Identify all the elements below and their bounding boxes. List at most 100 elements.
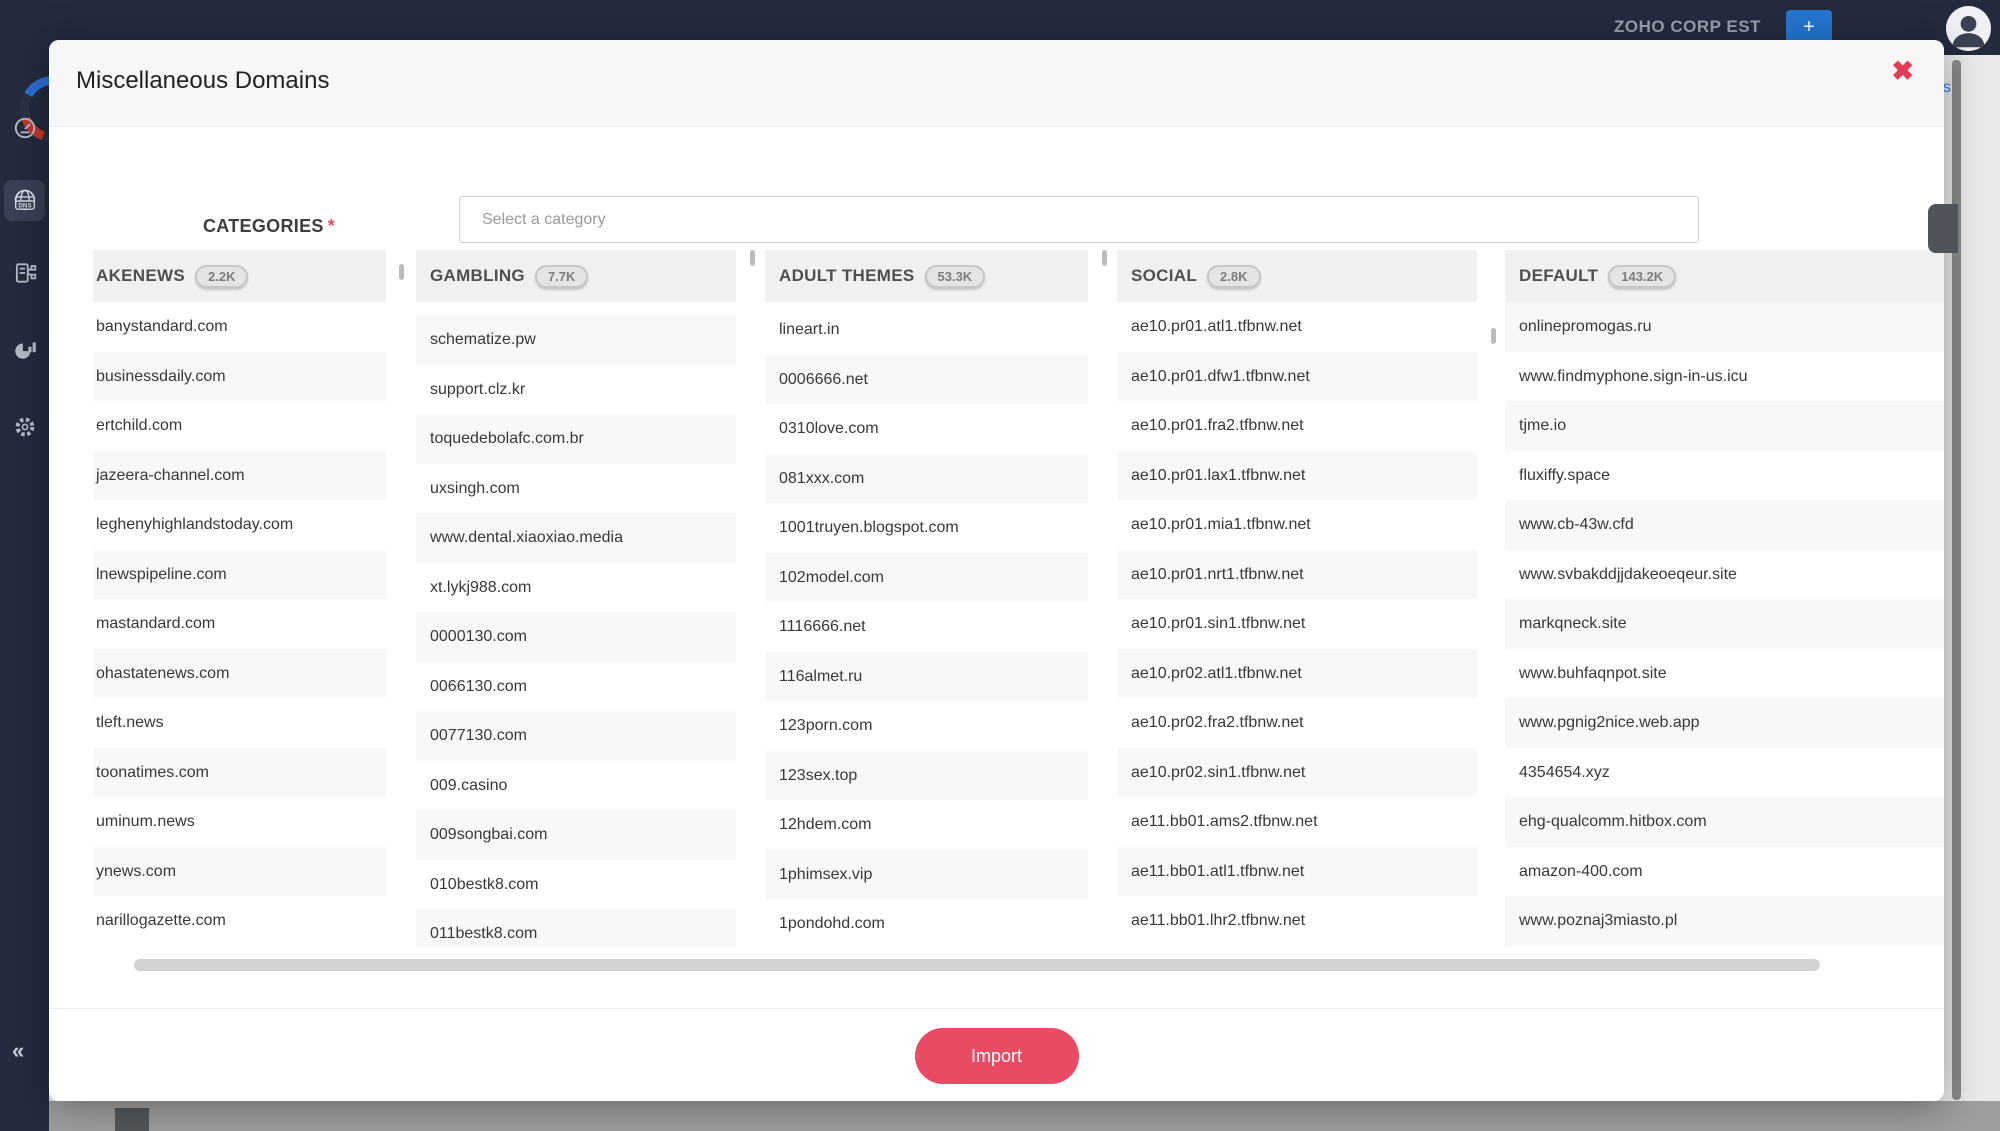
modal-header: Miscellaneous Domains ✖ (49, 40, 1944, 127)
domain-item: www.findmyphone.sign-in-us.icu (1505, 351, 1944, 401)
miscellaneous-domains-modal: Miscellaneous Domains ✖ CATEGORIES* AKEN… (49, 40, 1944, 1101)
close-icon[interactable]: ✖ (1891, 56, 1914, 86)
svg-text:DNS: DNS (18, 202, 31, 209)
domain-item: ae10.pr01.nrt1.tfbnw.net (1117, 549, 1477, 599)
domain-item: 116almet.ru (765, 651, 1088, 701)
category-column: SOCIAL 2.8K ae10.pr01.atl1.tfbnw.net ae10… (1117, 250, 1477, 947)
column-scrollbar-thumb[interactable] (399, 264, 404, 280)
domain-item: ae10.pr01.sin1.tfbnw.net (1117, 599, 1477, 649)
user-avatar[interactable] (1946, 6, 1991, 51)
domain-item: lineart.in (765, 305, 1088, 355)
domain-item: 0310love.com (765, 404, 1088, 454)
horizontal-scrollbar-thumb[interactable] (134, 959, 1820, 971)
domain-item: jazeera-channel.com (93, 450, 386, 500)
categories-label: CATEGORIES * (203, 216, 335, 236)
category-header: SOCIAL 2.8K (1117, 250, 1477, 302)
domain-item: 1pondohd.com (765, 899, 1088, 947)
domain-item: tjme.io (1505, 401, 1944, 451)
dns-globe-icon: DNS (11, 187, 39, 215)
sidebar-item-analytics[interactable] (6, 331, 43, 368)
settings-tools-icon (12, 414, 38, 440)
category-name: GAMBLING (430, 266, 525, 285)
category-column: DEFAULT 143.2K onlinepromogas.ru www.find… (1505, 250, 1944, 947)
domain-item: ertchild.com (93, 401, 386, 451)
domain-item: ae10.pr01.dfw1.tfbnw.net (1117, 351, 1477, 401)
domain-item: leghenyhighlandstoday.com (93, 500, 386, 550)
domain-list: banystandard.com businessdaily.com ertchil… (93, 302, 386, 946)
domain-item: 0000130.com (416, 612, 736, 662)
domain-item: amazon-400.com (1505, 846, 1944, 896)
domain-item: ae11.bb01.lhr2.tfbnw.net (1117, 896, 1477, 946)
category-column: AKENEWS 2.2K banystandard.com businessdai… (93, 250, 386, 947)
domain-columns-area: AKENEWS 2.2K banystandard.com businessdai… (93, 250, 1944, 947)
domain-item: schematize.pw (416, 315, 736, 365)
required-marker: * (327, 216, 335, 236)
domain-item: onlinepromogas.ru (1505, 302, 1944, 352)
sidebar-item-reports[interactable] (6, 254, 43, 291)
column-scrollbar-thumb[interactable] (1102, 250, 1107, 266)
sidebar-item-dashboard[interactable] (6, 109, 43, 146)
add-button[interactable]: + (1786, 10, 1832, 45)
domain-item: mastandard.com (93, 599, 386, 649)
domain-item: 123porn.com (765, 701, 1088, 751)
domain-item: markqneck.site (1505, 599, 1944, 649)
column-scrollbar-thumb[interactable] (750, 250, 755, 266)
domain-item: 123sex.top (765, 750, 1088, 800)
domain-item: 0077130.com (416, 711, 736, 761)
organization-label: ZOHO CORP EST (1614, 17, 1761, 36)
import-button[interactable]: Import (914, 1028, 1079, 1084)
domain-item: 010bestk8.com (416, 859, 736, 909)
category-name: DEFAULT (1519, 266, 1599, 285)
page-bottom-strip (49, 1101, 2000, 1131)
sidebar-item-settings[interactable] (6, 408, 43, 445)
domain-item: 102model.com (765, 552, 1088, 602)
domain-item: 4354654.xyz (1505, 747, 1944, 797)
domain-item: ae10.pr01.atl1.tfbnw.net (1117, 302, 1477, 352)
domain-item: banystandard.com (93, 302, 386, 352)
domain-item: www.svbakddjjdakeoeqeur.site (1505, 549, 1944, 599)
domain-item: 0006666.net (765, 354, 1088, 404)
category-count-badge: 2.8K (1207, 264, 1261, 288)
domain-item: uminum.news (93, 797, 386, 847)
domain-item: ae10.pr01.mia1.tfbnw.net (1117, 500, 1477, 550)
domain-item: 011bestk8.com (416, 909, 736, 947)
analytics-icon (12, 337, 38, 363)
category-count-badge: 143.2K (1608, 264, 1677, 288)
category-header: ADULT THEMES 53.3K (765, 250, 1088, 302)
category-select-input[interactable] (459, 196, 1699, 243)
domain-item: 081xxx.com (765, 453, 1088, 503)
dashboard-gauge-icon (12, 115, 38, 141)
domain-item: xt.lykj988.com (416, 562, 736, 612)
domain-item: ae10.pr02.sin1.tfbnw.net (1117, 747, 1477, 797)
category-column: ADULT THEMES 53.3K lineart.in 0006666.net… (765, 250, 1088, 947)
domain-item: lnewspipeline.com (93, 549, 386, 599)
category-count-badge: 2.2K (195, 264, 249, 288)
domain-item: 1116666.net (765, 602, 1088, 652)
domain-item: ae10.pr01.fra2.tfbnw.net (1117, 401, 1477, 451)
domain-item: 1phimsex.vip (765, 849, 1088, 899)
right-edge-panel-button[interactable] (1928, 204, 1958, 253)
domain-item: www.pgnig2nice.web.app (1505, 698, 1944, 748)
sidebar-item-dns[interactable]: DNS (4, 180, 45, 221)
user-avatar-icon (1946, 6, 1991, 51)
domain-item: ae11.bb01.atl1.tfbnw.net (1117, 846, 1477, 896)
category-header: DEFAULT 143.2K (1505, 250, 1944, 302)
category-count-badge: 53.3K (924, 264, 986, 288)
category-column: GAMBLING 7.7K schematize.pw support.clz.k… (416, 250, 736, 947)
domain-item: ohastatenews.com (93, 648, 386, 698)
domain-item: ehg-qualcomm.hitbox.com (1505, 797, 1944, 847)
domain-item: support.clz.kr (416, 364, 736, 414)
domain-item: 1001truyen.blogspot.com (765, 503, 1088, 553)
bottom-left-widget (115, 1108, 149, 1131)
page-vertical-scrollbar[interactable] (1952, 60, 1961, 1100)
category-name: AKENEWS (96, 266, 185, 285)
domain-list: schematize.pw support.clz.kr toquedebolafc… (416, 315, 736, 947)
column-scrollbar-thumb[interactable] (1491, 328, 1496, 344)
domain-item: fluxiffy.space (1505, 450, 1944, 500)
domain-item: www.dental.xiaoxiao.media (416, 513, 736, 563)
category-header: AKENEWS 2.2K (93, 250, 386, 302)
domain-list: onlinepromogas.ru www.findmyphone.sign-in… (1505, 302, 1944, 946)
category-header: GAMBLING 7.7K (416, 250, 736, 302)
sidebar-collapse-button[interactable]: « (12, 1038, 24, 1063)
